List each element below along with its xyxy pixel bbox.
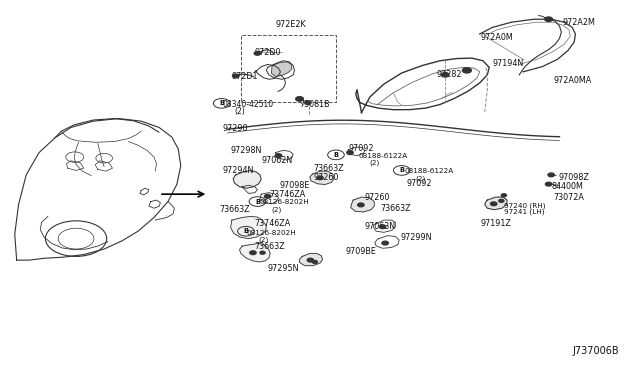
- Text: 97240 (RH): 97240 (RH): [504, 202, 545, 209]
- Polygon shape: [310, 171, 334, 185]
- Text: 97098E: 97098E: [279, 181, 310, 190]
- Text: 97295N: 97295N: [268, 264, 299, 273]
- Text: 97062N: 97062N: [261, 156, 292, 165]
- Text: 97098Z: 97098Z: [559, 173, 589, 182]
- Text: 08340-42510: 08340-42510: [223, 100, 274, 109]
- Text: 97194N: 97194N: [492, 59, 524, 68]
- Circle shape: [358, 203, 364, 207]
- Text: 97290: 97290: [223, 124, 248, 133]
- Text: (2): (2): [271, 206, 282, 213]
- Text: 73072A: 73072A: [554, 193, 584, 202]
- Circle shape: [305, 101, 311, 105]
- Text: B: B: [333, 152, 339, 158]
- Circle shape: [548, 173, 554, 177]
- Circle shape: [307, 258, 314, 262]
- Circle shape: [380, 225, 386, 229]
- Circle shape: [264, 195, 271, 198]
- Circle shape: [254, 51, 260, 55]
- Text: 97063N: 97063N: [365, 222, 396, 231]
- Text: 97241 (LH): 97241 (LH): [504, 209, 545, 215]
- Text: (2): (2): [234, 108, 245, 116]
- Circle shape: [250, 251, 256, 254]
- Polygon shape: [351, 197, 374, 212]
- Text: 97191Z: 97191Z: [481, 219, 512, 228]
- Text: 972D0: 972D0: [255, 48, 282, 57]
- Circle shape: [260, 251, 265, 254]
- Text: 73663Z: 73663Z: [314, 164, 344, 173]
- Text: B: B: [255, 199, 260, 205]
- Circle shape: [347, 151, 353, 154]
- Text: 73746ZA: 73746ZA: [269, 190, 305, 199]
- Circle shape: [317, 176, 323, 180]
- Circle shape: [312, 260, 317, 263]
- Polygon shape: [239, 243, 270, 262]
- Circle shape: [296, 97, 303, 101]
- Text: 97282: 97282: [436, 70, 461, 79]
- Text: B: B: [399, 167, 404, 173]
- Text: 9709BE: 9709BE: [346, 247, 376, 256]
- Text: J737006B: J737006B: [572, 346, 619, 356]
- Text: 972D1: 972D1: [232, 72, 259, 81]
- Text: 972A0M: 972A0M: [481, 33, 514, 42]
- Circle shape: [499, 199, 504, 202]
- Text: (2): (2): [370, 160, 380, 166]
- Text: 08188-6122A: 08188-6122A: [404, 168, 454, 174]
- Circle shape: [232, 74, 239, 78]
- Circle shape: [545, 182, 552, 186]
- Text: 97298N: 97298N: [230, 146, 262, 155]
- Text: 97092: 97092: [407, 179, 433, 187]
- Text: 08126-8202H: 08126-8202H: [246, 230, 296, 236]
- Text: 73663Z: 73663Z: [381, 204, 412, 213]
- Circle shape: [490, 202, 497, 206]
- Text: 73663Z: 73663Z: [219, 205, 250, 214]
- Circle shape: [442, 73, 449, 77]
- Text: 08188-6122A: 08188-6122A: [358, 153, 408, 158]
- Text: 73081B: 73081B: [300, 100, 330, 109]
- Text: 97294N: 97294N: [223, 166, 254, 175]
- Circle shape: [463, 68, 471, 73]
- Polygon shape: [484, 197, 507, 210]
- Text: 97260: 97260: [314, 173, 339, 182]
- Circle shape: [275, 154, 282, 157]
- Polygon shape: [233, 170, 261, 188]
- Text: 97092: 97092: [349, 144, 374, 153]
- Text: 972E2K: 972E2K: [275, 20, 306, 29]
- Text: 08126-8202H: 08126-8202H: [259, 199, 309, 205]
- Circle shape: [382, 241, 388, 245]
- Text: 84400M: 84400M: [551, 182, 583, 191]
- Text: (2): (2): [259, 237, 269, 243]
- Text: B: B: [219, 100, 224, 106]
- Text: 972A0MA: 972A0MA: [553, 76, 591, 85]
- Text: (2): (2): [416, 175, 426, 182]
- Text: 73663Z: 73663Z: [255, 241, 285, 250]
- Text: 972A2M: 972A2M: [563, 19, 596, 28]
- Bar: [241, 35, 336, 102]
- Polygon shape: [300, 253, 323, 266]
- Polygon shape: [271, 62, 292, 76]
- Text: 73746ZA: 73746ZA: [255, 219, 291, 228]
- Circle shape: [545, 17, 552, 22]
- Circle shape: [501, 194, 506, 197]
- Text: B: B: [243, 228, 248, 234]
- Polygon shape: [230, 217, 266, 238]
- Text: 97299N: 97299N: [401, 232, 432, 242]
- Text: 97260: 97260: [365, 193, 390, 202]
